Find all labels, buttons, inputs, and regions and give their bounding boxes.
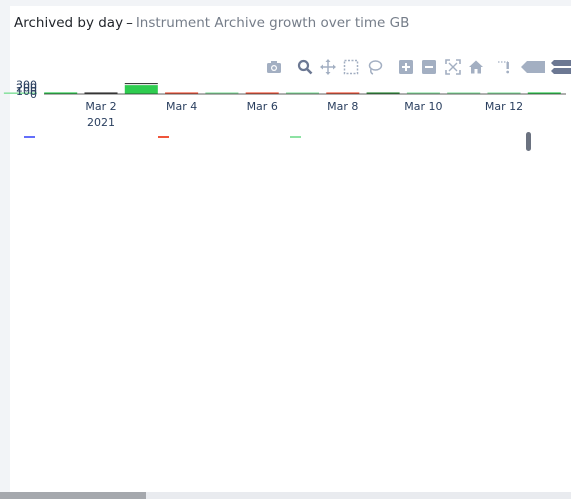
bar[interactable] bbox=[366, 92, 400, 94]
y-tick-label: 300 bbox=[16, 79, 37, 92]
zoom-in-button[interactable] bbox=[398, 59, 414, 75]
autoscale-icon bbox=[445, 59, 461, 75]
spike-lines-icon bbox=[498, 61, 510, 74]
bar[interactable] bbox=[447, 92, 481, 94]
legend-item-green[interactable] bbox=[290, 136, 301, 138]
bar[interactable] bbox=[84, 92, 118, 94]
lasso-select-button[interactable] bbox=[367, 59, 383, 75]
zoom-button[interactable] bbox=[297, 59, 313, 75]
x-tick-year-label: 2021 bbox=[87, 116, 115, 129]
compare-hover-button[interactable] bbox=[551, 59, 571, 75]
toggle-spike-lines-button[interactable] bbox=[496, 59, 512, 75]
x-tick-label: Mar 4 bbox=[166, 100, 197, 113]
bar[interactable] bbox=[124, 85, 158, 94]
x-axis-ticks: Mar 2 2021 Mar 4 Mar 6 Mar 8 Mar 10 Mar 12 bbox=[85, 100, 523, 129]
download-plot-button[interactable] bbox=[266, 59, 282, 75]
show-closest-button[interactable] bbox=[521, 59, 545, 75]
box-select-button[interactable] bbox=[343, 59, 359, 75]
x-tick-label: Mar 8 bbox=[327, 100, 358, 113]
pan-icon bbox=[320, 59, 336, 75]
plot-area bbox=[3, 83, 566, 95]
x-tick-label: Mar 2 bbox=[85, 100, 116, 113]
chart-card bbox=[10, 6, 571, 492]
camera-icon bbox=[267, 61, 281, 73]
chart-header: Archived by day – Instrument Archive growt… bbox=[14, 15, 409, 31]
chart-title: Archived by day bbox=[14, 15, 124, 31]
vertical-scroll-handle[interactable] bbox=[526, 132, 531, 151]
y-tick-label: 100 bbox=[16, 85, 37, 98]
bar[interactable] bbox=[326, 92, 360, 94]
bar[interactable] bbox=[285, 92, 320, 94]
y-tick-label: 0 bbox=[30, 88, 37, 101]
x-tick-label: Mar 10 bbox=[404, 100, 442, 113]
zoom-out-icon bbox=[422, 60, 436, 74]
reset-axes-button[interactable] bbox=[468, 59, 484, 75]
hover-closest-icon bbox=[521, 61, 545, 73]
horizontal-scrollbar-track[interactable] bbox=[0, 492, 571, 499]
bar[interactable] bbox=[44, 92, 78, 94]
chart-subtitle: Instrument Archive growth over time GB bbox=[135, 15, 410, 31]
box-select-icon bbox=[343, 59, 359, 75]
title-separator: – bbox=[126, 15, 133, 31]
home-icon bbox=[469, 60, 483, 74]
bar[interactable] bbox=[205, 92, 239, 94]
zoom-out-button[interactable] bbox=[421, 59, 437, 75]
y-tick-label: 200 bbox=[16, 82, 37, 95]
lasso-icon bbox=[368, 60, 383, 75]
autoscale-button[interactable] bbox=[445, 59, 461, 75]
bar[interactable] bbox=[406, 92, 440, 94]
bar[interactable] bbox=[527, 92, 561, 94]
horizontal-scrollbar-thumb[interactable] bbox=[0, 492, 146, 499]
bar[interactable] bbox=[245, 92, 279, 94]
legend-item-blue[interactable] bbox=[24, 136, 35, 138]
bar[interactable] bbox=[487, 92, 521, 94]
pan-button[interactable] bbox=[320, 59, 336, 75]
hover-compare-icon bbox=[551, 60, 571, 74]
zoom-icon bbox=[297, 59, 313, 75]
bar[interactable] bbox=[3, 92, 37, 94]
x-tick-label: Mar 12 bbox=[485, 100, 523, 113]
x-tick-label: Mar 6 bbox=[247, 100, 278, 113]
bar[interactable] bbox=[165, 92, 199, 94]
legend-item-red[interactable] bbox=[158, 136, 169, 138]
zoom-in-icon bbox=[399, 60, 413, 74]
